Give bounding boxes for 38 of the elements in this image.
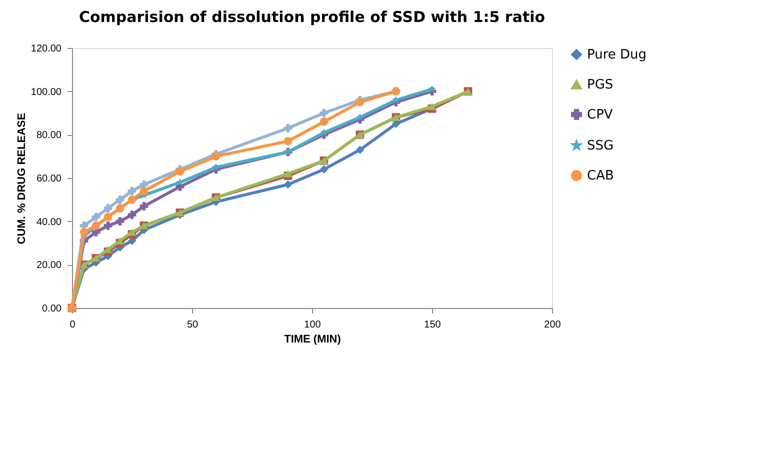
y-tick-label: 0.00 bbox=[42, 304, 62, 314]
point bbox=[356, 146, 364, 154]
point bbox=[320, 165, 328, 174]
y-tick-label: 120.00 bbox=[30, 44, 62, 54]
point bbox=[128, 210, 136, 220]
point bbox=[284, 136, 292, 146]
legend-label: Pure Dug bbox=[587, 48, 647, 62]
legend-label: CAB bbox=[587, 168, 614, 184]
y-tick-label: 80.00 bbox=[36, 130, 62, 142]
point bbox=[80, 228, 88, 236]
point bbox=[104, 221, 112, 230]
y-tick-label: 20.00 bbox=[36, 260, 62, 272]
point bbox=[284, 124, 292, 132]
legend-label: PGS bbox=[587, 78, 614, 92]
x-tick-label: 200 bbox=[544, 320, 562, 330]
legend-label: CPV bbox=[587, 108, 613, 122]
point bbox=[116, 217, 124, 226]
legend-label: SSG bbox=[587, 138, 614, 154]
chart-title: Comparision of dissolution profile of SSD with 1:5 ratio bbox=[78, 8, 546, 26]
y-tick-label: 40.00 bbox=[36, 216, 62, 228]
point bbox=[284, 170, 292, 178]
y-tick-label: 100.00 bbox=[30, 86, 62, 98]
point bbox=[140, 202, 148, 210]
y-tick-label: 60.00 bbox=[36, 174, 62, 184]
x-tick-label: 100 bbox=[304, 320, 322, 330]
point bbox=[428, 102, 436, 110]
point bbox=[116, 195, 124, 204]
x-axis-title: TIME (MIN) bbox=[284, 334, 342, 346]
point bbox=[140, 186, 148, 196]
point bbox=[212, 152, 220, 161]
point bbox=[284, 180, 292, 189]
point bbox=[428, 84, 436, 93]
x-tick-label: 50 bbox=[186, 320, 198, 330]
x-tick-label: 150 bbox=[424, 320, 442, 330]
point bbox=[104, 204, 112, 213]
x-tick-label: 0 bbox=[70, 320, 76, 330]
y-axis-title: CUM. % DRUG RELEASE bbox=[16, 112, 28, 244]
point bbox=[320, 117, 328, 126]
